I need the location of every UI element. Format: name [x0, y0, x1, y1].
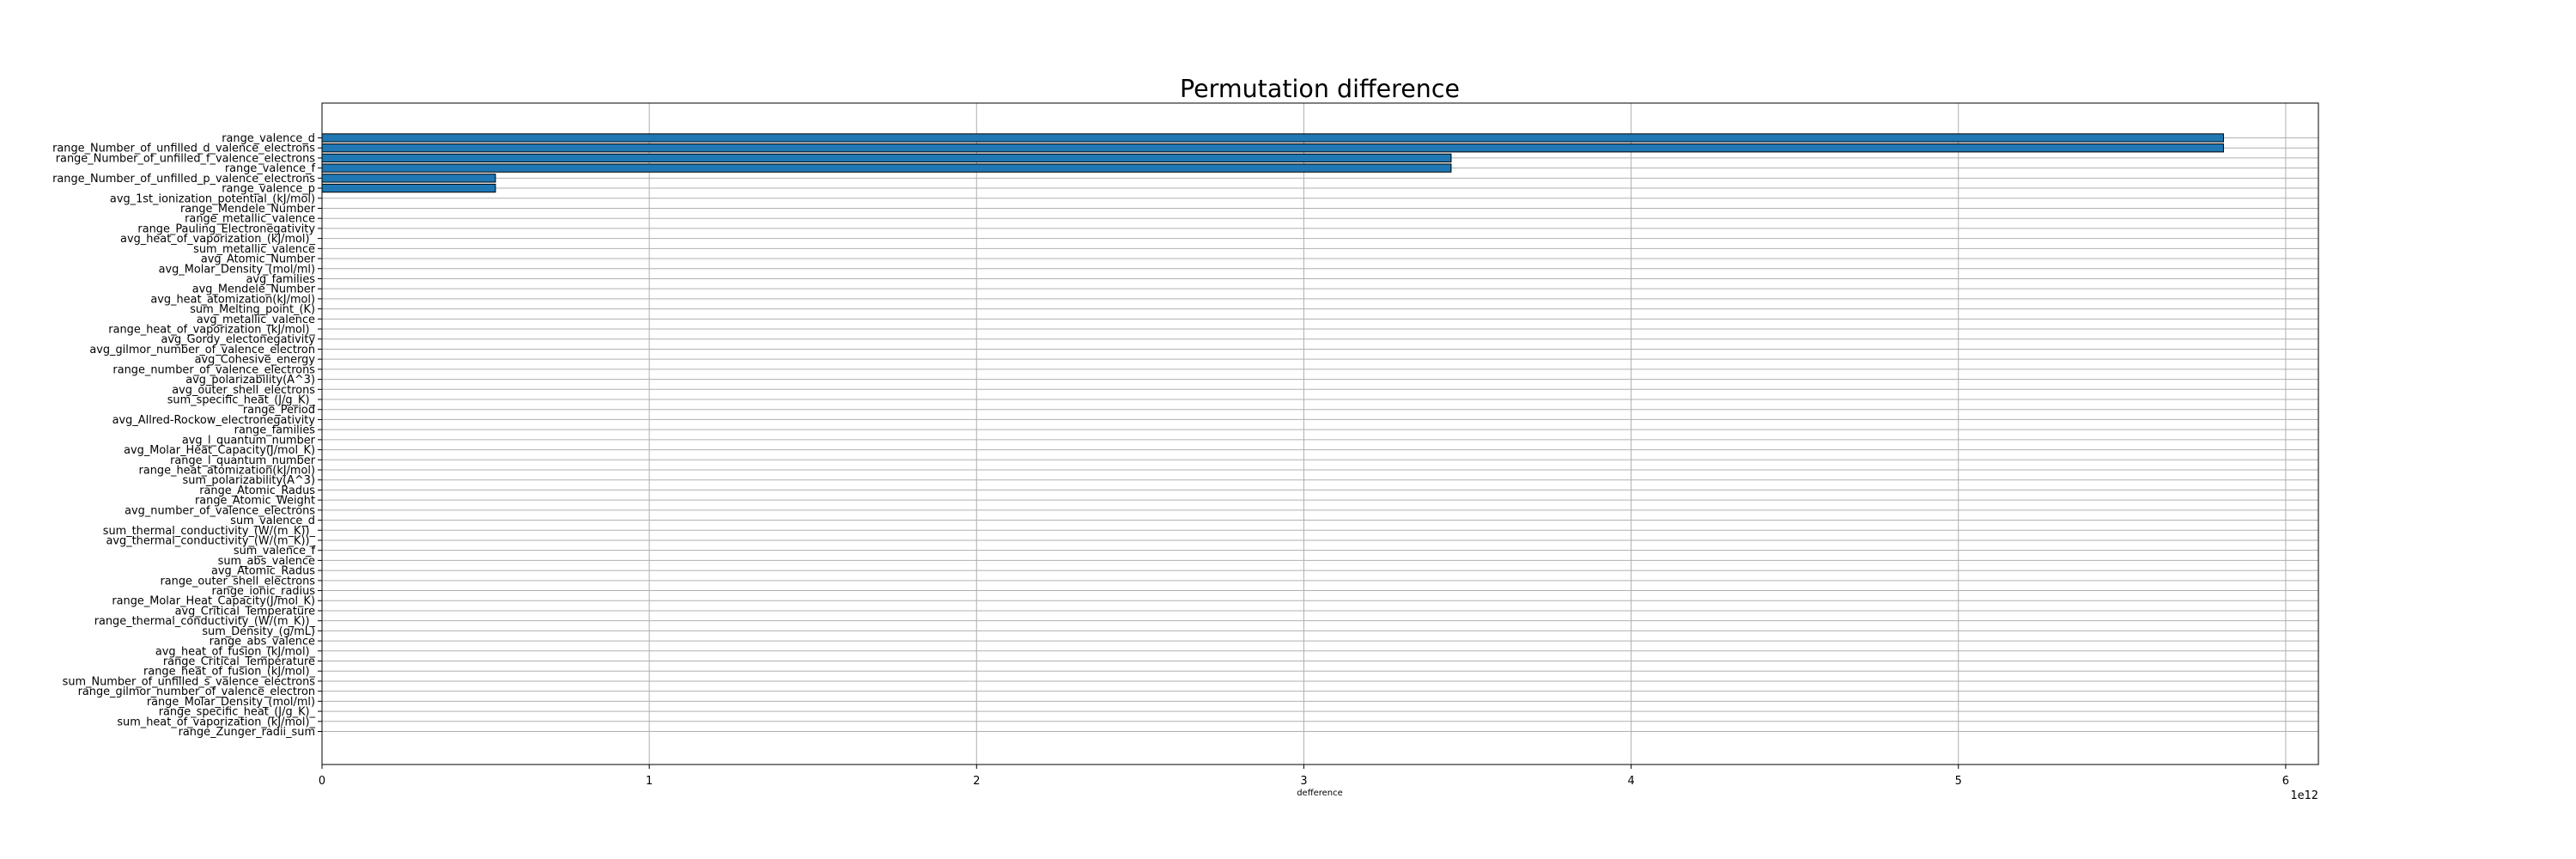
- y-tick-label: range_Atomic_Radus: [199, 484, 315, 497]
- gridlines: [321, 103, 2318, 765]
- y-tick-label: sum_abs_valence: [218, 555, 315, 568]
- y-tick-label: sum_heat_of_vaporization_(kJ/mol)_: [117, 716, 315, 728]
- y-tick-label: avg_Critical_Temperature: [175, 605, 315, 618]
- y-tick-label: sum_valence_f: [234, 545, 316, 557]
- y-tick-label: sum_specific_heat_(J/g_K)_: [167, 394, 316, 407]
- y-tick-label: range_Number_of_unfilled_d_valence_elect…: [52, 143, 315, 155]
- y-tick-label: range_gilmor_number_of_valence_electron: [78, 685, 315, 698]
- y-tick-label: sum_Number_of_unfilled_s_valence_electro…: [63, 675, 316, 688]
- y-tick-label: avg_outer_shell_electrons: [172, 384, 315, 397]
- x-tick-label: 0: [319, 775, 325, 788]
- y-tick-label: avg_gilmor_number_of_valence_electron: [89, 344, 315, 356]
- y-tick-label: range_families: [234, 424, 316, 437]
- plot-frame: [321, 102, 2319, 765]
- y-tick-label: range_ionic_radius: [211, 585, 315, 598]
- bar: [321, 153, 1452, 163]
- y-tick-label: sum_polarizability(A^3): [183, 474, 315, 487]
- x-tick-label: 4: [1627, 775, 1634, 788]
- bar: [321, 133, 2224, 143]
- y-tick-label: avg_1st_ionization_potential_(kJ/mol): [110, 192, 315, 205]
- y-tick-label: sum_valence_d: [230, 515, 315, 527]
- y-tick-label: avg_families: [246, 273, 315, 286]
- y-tick-label: range_metallic_valence: [185, 213, 315, 226]
- y-tick-label: range_number_of_valence_electrons: [112, 363, 315, 376]
- bar: [321, 174, 496, 183]
- y-tick-label: avg_heat_of_vaporization_(kJ/mol)_: [120, 233, 316, 246]
- y-axis-labels: range_valence_drange_Number_of_unfilled_…: [52, 132, 322, 739]
- x-axis-ticks: 0 1 2 3 4 5 6: [319, 765, 2289, 788]
- y-tick-label: avg_thermal_conductivity_(W/(m_K))_: [106, 534, 315, 547]
- y-tick-label: avg_Molar_Heat_Capacity(J/mol_K): [124, 444, 315, 457]
- y-tick-label: range_heat_atomization(kJ/mol): [139, 464, 315, 477]
- y-tick-label: range_specific_heat_(J/g_K)_: [159, 706, 316, 719]
- bar: [321, 143, 2224, 153]
- y-tick-label: range_Molar_Heat_Capacity(J/mol_K): [112, 595, 315, 608]
- y-tick-label: range_Atomic_Weight: [195, 495, 315, 508]
- y-tick-label: range_thermal_conductivity_(W/(m_K))_: [94, 615, 316, 628]
- y-tick-label: range_Critical_Temperature: [163, 655, 315, 668]
- x-tick-label: 3: [1300, 775, 1307, 788]
- x-tick-label: 2: [973, 775, 980, 788]
- y-tick-label: sum_Density_(g/mL): [202, 625, 315, 638]
- y-tick-label: range_Mendele_Number: [180, 203, 316, 216]
- y-tick-label: range_valence_f: [225, 162, 316, 175]
- x-tick-label: 1: [646, 775, 653, 788]
- y-tick-label: range_abs_valence: [210, 636, 315, 649]
- y-tick-label: range_Molar_Density_(mol/ml): [147, 696, 315, 709]
- y-tick-label: range_heat_of_fusion_(kJ/mol)_: [143, 666, 315, 679]
- x-tick-label: 6: [2282, 775, 2289, 788]
- y-tick-label: avg_Allred-Rockow_electronegativity: [112, 414, 316, 427]
- y-tick-label: range_Number_of_unfilled_p_valence_elect…: [52, 173, 315, 186]
- y-tick-label: avg_Mendele_Number: [192, 283, 316, 296]
- y-tick-label: range_Period: [243, 404, 315, 417]
- y-tick-label: avg_Gordy_electonegativity: [161, 333, 315, 346]
- y-tick-label: avg_number_of_valence_electrons: [125, 504, 315, 517]
- bar: [321, 163, 1452, 173]
- y-tick-label: avg_metallic_valence: [197, 314, 315, 326]
- y-tick-label: range_heat_of_vaporization_(kJ/mol)_: [108, 324, 315, 337]
- bar: [321, 183, 496, 193]
- y-tick-label: avg_Molar_Density_(mol/ml): [159, 263, 315, 276]
- y-tick-label: range_Zunger_radii_sum: [179, 726, 315, 739]
- y-tick-label: range_valence_p: [222, 183, 315, 196]
- chart-title: Permutation difference: [1180, 75, 1460, 103]
- y-tick-label: sum_thermal_conductivity_(W/(m_K))_: [103, 525, 316, 538]
- y-tick-label: avg_Atomic_Radus: [211, 565, 315, 578]
- x-axis-offset-label: 1e12: [2290, 789, 2318, 802]
- bars: [321, 133, 2224, 193]
- y-tick-label: range_Number_of_unfilled_f_valence_elect…: [56, 152, 316, 165]
- y-tick-label: avg_l_quantum_number: [182, 434, 316, 447]
- y-tick-label: avg_heat_atomization(kJ/mol): [150, 293, 315, 306]
- y-tick-label: avg_heat_of_fusion_(kJ/mol)_: [155, 645, 316, 658]
- y-tick-label: sum_metallic_valence: [193, 243, 315, 256]
- x-tick-label: 5: [1955, 775, 1962, 788]
- y-tick-label: sum_Melting_point_(K): [190, 303, 315, 316]
- y-tick-label: range_l_quantum_number: [170, 454, 316, 467]
- y-tick-label: avg_Atomic_Number: [201, 253, 316, 266]
- y-tick-label: avg_polarizability(A^3): [185, 374, 315, 387]
- y-tick-label: range_valence_d: [222, 132, 315, 145]
- x-axis-label: defference: [1297, 789, 1343, 798]
- y-tick-label: range_Pauling_Electronegativity: [137, 222, 315, 235]
- y-tick-label: avg_Cohesive_energy: [195, 354, 316, 367]
- y-tick-label: range_outer_shell_electrons: [160, 575, 315, 588]
